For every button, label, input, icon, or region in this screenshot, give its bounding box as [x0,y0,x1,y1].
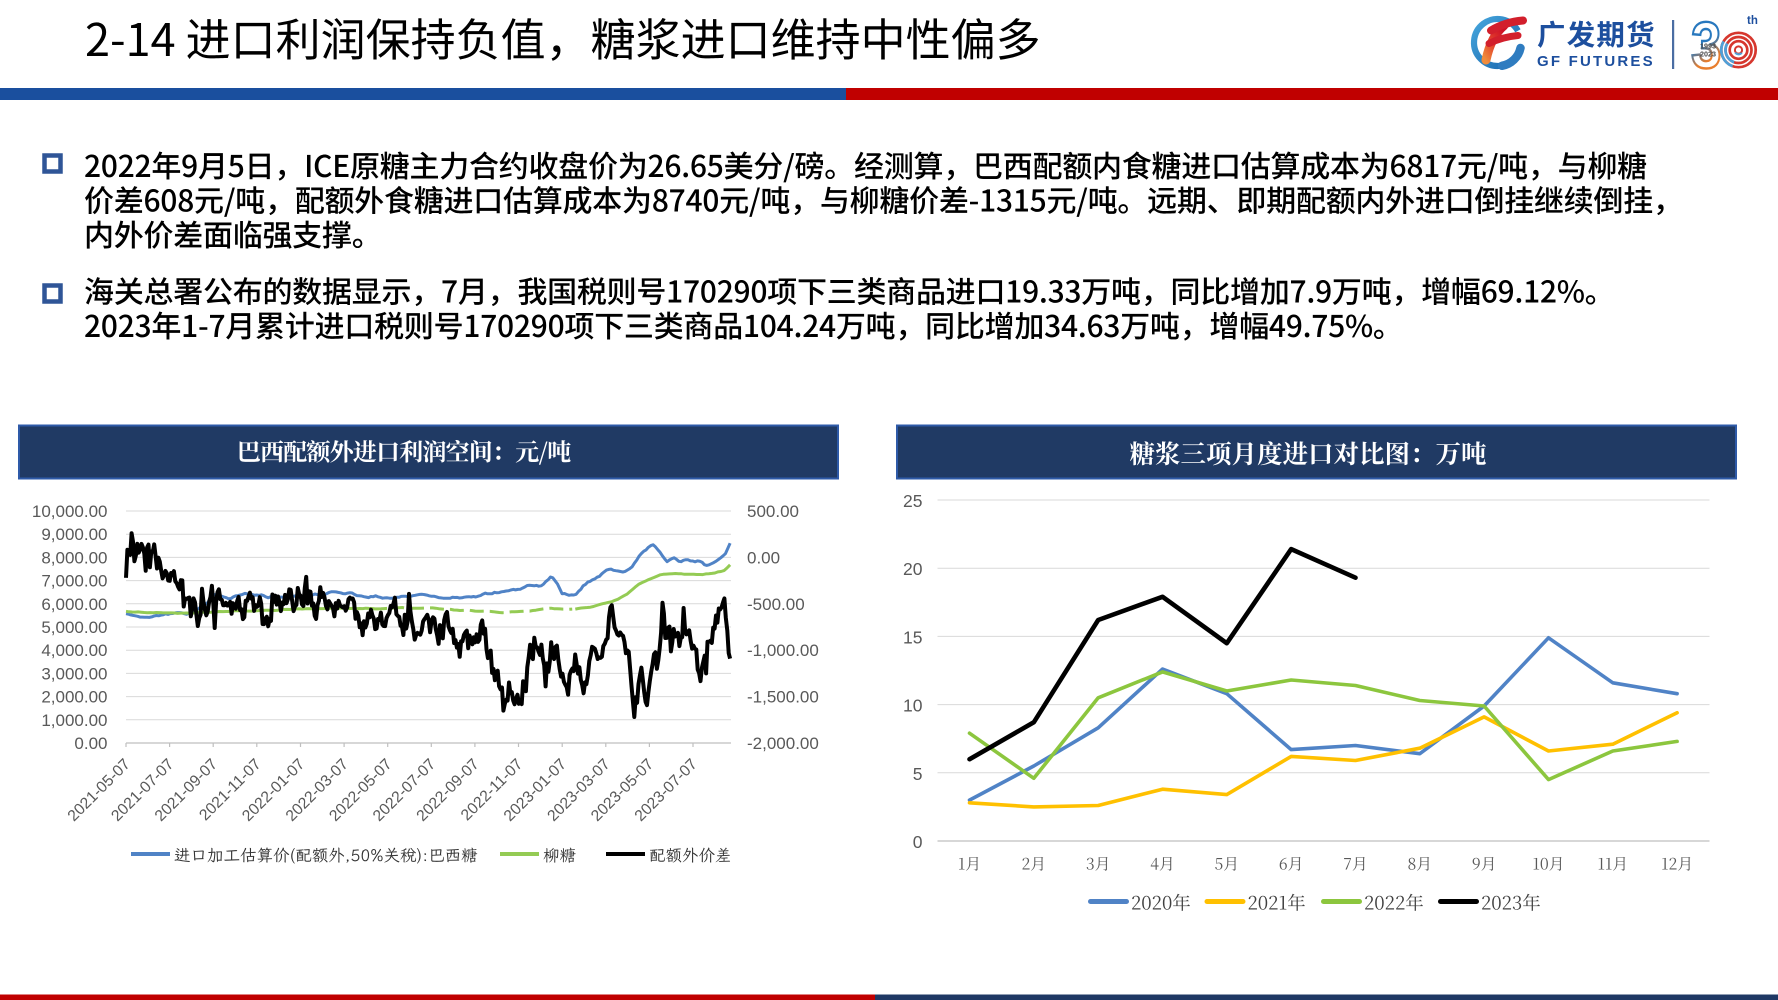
svg-text:10,000.00: 10,000.00 [32,502,108,521]
svg-text:9,000.00: 9,000.00 [41,525,107,544]
svg-text:15: 15 [903,627,922,647]
svg-text:-1,000.00: -1,000.00 [747,641,819,660]
svg-text:th: th [1747,15,1758,27]
svg-text:0.00: 0.00 [74,734,107,753]
svg-text:0.00: 0.00 [747,548,780,567]
svg-text:20: 20 [903,559,923,579]
svg-text:-500.00: -500.00 [747,595,805,614]
svg-text:10: 10 [903,696,923,716]
svg-text:2,000.00: 2,000.00 [41,688,107,707]
svg-text:3,000.00: 3,000.00 [41,664,107,683]
svg-text:-1,500.00: -1,500.00 [747,688,819,707]
svg-text:5,000.00: 5,000.00 [41,618,107,637]
svg-text:4,000.00: 4,000.00 [41,641,107,660]
svg-text:5: 5 [913,764,923,784]
svg-text:3: 3 [1691,8,1721,82]
svg-text:8,000.00: 8,000.00 [41,548,107,567]
svg-text:1,000.00: 1,000.00 [41,711,107,730]
svg-text:0: 0 [913,832,923,852]
svg-text:GF FUTURES: GF FUTURES [1537,53,1655,70]
svg-text:-2,000.00: -2,000.00 [747,734,819,753]
svg-text:2023: 2023 [1700,50,1716,59]
svg-text:7,000.00: 7,000.00 [41,572,107,591]
svg-text:25: 25 [903,491,922,511]
svg-text:500.00: 500.00 [747,502,799,521]
svg-text:6,000.00: 6,000.00 [41,595,107,614]
svg-text:1993: 1993 [1700,42,1716,51]
